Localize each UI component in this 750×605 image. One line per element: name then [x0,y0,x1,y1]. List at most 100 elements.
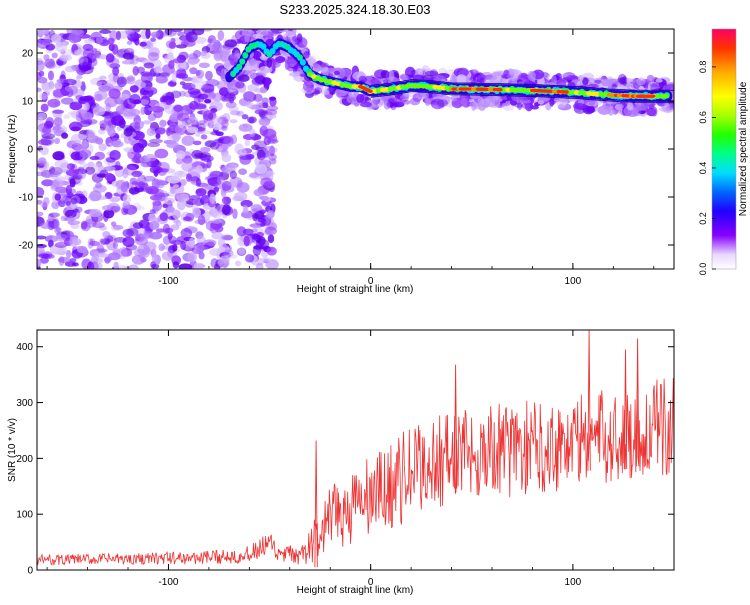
noise-blob [242,90,255,100]
noise-blob [229,119,238,124]
noise-blob [112,241,119,249]
noise-blob [58,255,65,267]
noise-blob [253,140,267,149]
noise-blob [516,79,523,84]
noise-blob [48,170,61,178]
noise-blob [105,157,116,163]
noise-blob [224,254,238,259]
top-x-axis-label: Height of straight line (km) [297,284,414,295]
noise-blob [79,149,92,159]
noise-blob [387,97,402,103]
noise-blob [42,125,52,135]
noise-blob [200,122,211,127]
noise-blob [430,98,445,110]
noise-blob [76,74,83,80]
noise-blob [650,106,658,117]
noise-blob [125,244,138,251]
noise-blob [89,155,100,161]
noise-blob [244,33,250,43]
noise-blob [69,257,77,263]
noise-blob [51,33,62,43]
noise-blob [339,98,346,105]
noise-blob [66,163,76,170]
noise-blob [244,139,251,147]
noise-blob [146,40,152,49]
noise-blob [176,200,186,211]
noise-blob [245,254,255,263]
noise-blob [489,104,499,109]
noise-blob [69,178,76,188]
noise-blob [255,262,264,269]
noise-blob [120,248,133,257]
noise-blob [96,195,108,200]
noise-blob [151,254,158,263]
noise-blob [319,62,329,68]
noise-blob [79,95,93,102]
noise-blob [132,222,144,229]
noise-blob [192,140,202,146]
noise-blob [52,88,66,98]
noise-blob [179,81,186,86]
noise-blob [276,29,286,31]
noise-blob [248,128,256,138]
noise-blob [221,119,229,129]
noise-blob [594,79,603,84]
noise-blob [86,131,96,138]
noise-blob [93,184,107,193]
noise-blob [162,203,168,209]
noise-blob [337,68,351,77]
noise-blob [229,176,243,188]
noise-blob [284,59,290,70]
bottom-y-axis-label: SNR (10 * v/v) [7,418,18,482]
noise-blob [103,209,115,219]
noise-blob [54,159,69,169]
noise-blob [91,53,101,59]
noise-blob [264,78,270,88]
noise-blob [94,90,108,100]
noise-blob [68,215,74,226]
noise-blob [636,77,646,86]
noise-blob [84,218,97,228]
noise-blob [64,65,76,73]
noise-blob [254,210,265,219]
noise-blob [149,166,163,174]
ridge-mid [299,59,306,66]
noise-blob [204,140,217,148]
noise-blob [236,110,245,117]
noise-blob [607,105,614,116]
noise-blob [238,98,251,106]
noise-blob [240,199,253,208]
noise-blob [110,137,122,147]
snr-peak [587,330,591,471]
noise-blob [175,150,186,160]
noise-blob [196,127,206,132]
ridge-peak [497,87,503,92]
noise-blob [159,212,169,222]
noise-blob [37,258,42,268]
noise-blob [266,105,279,112]
noise-blob [185,31,198,43]
noise-blob [222,204,231,215]
noise-blob [68,32,80,44]
noise-blob [566,74,578,81]
noise-blob [225,101,237,109]
ridge-peak [367,89,373,94]
noise-blob [157,72,170,77]
noise-blob [145,29,151,39]
noise-blob [183,216,192,221]
noise-blob [211,115,221,127]
noise-blob [170,29,183,33]
noise-blob [167,175,181,184]
noise-blob [77,168,87,180]
noise-blob [254,75,266,85]
noise-blob [39,199,50,208]
noise-blob [92,106,106,116]
noise-blob [126,228,139,237]
noise-blob [106,239,116,251]
noise-blob [74,49,88,56]
noise-blob [171,209,181,220]
noise-blob [41,133,56,140]
noise-blob [112,224,124,230]
noise-blob [99,120,108,128]
noise-blob [39,92,48,100]
